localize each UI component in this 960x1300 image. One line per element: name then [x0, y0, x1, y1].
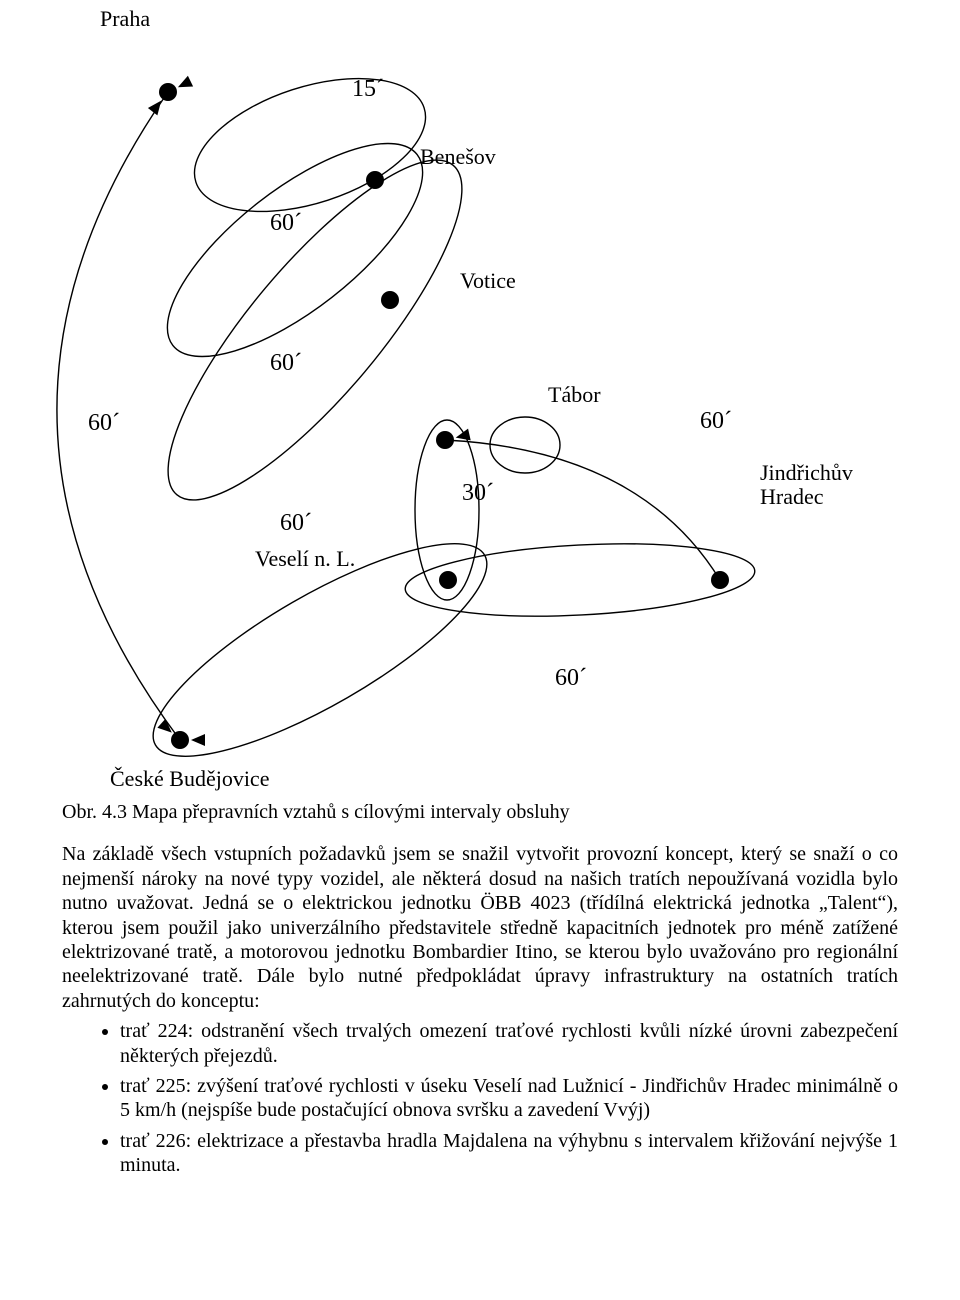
interval-label: 60´: [280, 510, 312, 536]
list-item: trať 225: zvýšení traťové rychlosti v ús…: [120, 1074, 898, 1123]
arrowhead-icon: [178, 76, 193, 87]
list-item: trať 224: odstranění všech trvalých omez…: [120, 1019, 898, 1068]
station-node: [381, 291, 399, 309]
transport-relations-diagram: 15´ 60´ 60´ 60´ 30´ 60´ 60´ 60´ Praha Benešov Voti…: [0, 0, 960, 800]
station-label: Veselí n. L.: [255, 546, 355, 571]
relation-ellipse: [127, 124, 503, 537]
station-node: [711, 571, 729, 589]
interval-label: 60´: [270, 210, 302, 236]
station-label: Hradec: [760, 484, 824, 509]
interval-label: 60´: [270, 350, 302, 376]
station-label: Tábor: [548, 382, 601, 407]
station-node: [159, 83, 177, 101]
body-text: Obr. 4.3 Mapa přepravních vztahů s cílov…: [62, 800, 898, 1183]
list-item: trať 226: elektrizace a přestavba hradla…: [120, 1129, 898, 1178]
bullet-list: trať 224: odstranění všech trvalých omez…: [62, 1019, 898, 1177]
paragraph: Na základě všech vstupních požadavků jse…: [62, 842, 898, 1013]
station-label: Benešov: [420, 144, 496, 169]
interval-label: 60´: [88, 410, 120, 436]
station-node: [436, 431, 454, 449]
arrowhead-icon: [191, 734, 205, 746]
station-node: [439, 571, 457, 589]
station-node: [171, 731, 189, 749]
arrowhead-icon: [148, 101, 161, 116]
page-root: 15´ 60´ 60´ 60´ 30´ 60´ 60´ 60´ Praha Benešov Voti…: [0, 0, 960, 1300]
interval-label: 60´: [700, 408, 732, 434]
interval-label: 15´: [352, 76, 384, 102]
station-label: Praha: [100, 6, 150, 31]
interval-label: 60´: [555, 665, 587, 691]
station-label: Votice: [460, 268, 516, 293]
station-label: České Budějovice: [110, 766, 269, 791]
station-node: [366, 171, 384, 189]
station-label: Jindřichův: [760, 460, 853, 485]
figure-caption: Obr. 4.3 Mapa přepravních vztahů s cílov…: [62, 800, 898, 824]
arrowhead-icon: [456, 429, 471, 441]
interval-label: 30´: [462, 480, 494, 506]
